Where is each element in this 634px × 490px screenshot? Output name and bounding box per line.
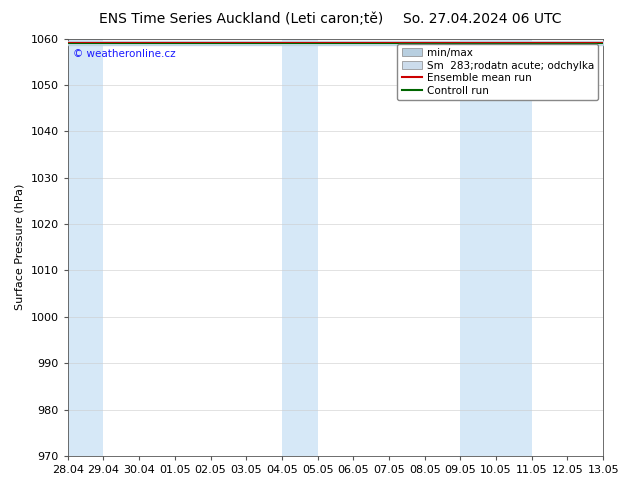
Bar xyxy=(282,39,318,456)
Bar xyxy=(68,39,103,456)
Legend: min/max, Sm  283;rodatn acute; odchylka, Ensemble mean run, Controll run: min/max, Sm 283;rodatn acute; odchylka, … xyxy=(398,44,598,100)
Text: So. 27.04.2024 06 UTC: So. 27.04.2024 06 UTC xyxy=(403,12,561,26)
Bar xyxy=(460,39,532,456)
Text: © weatheronline.cz: © weatheronline.cz xyxy=(73,49,176,59)
Y-axis label: Surface Pressure (hPa): Surface Pressure (hPa) xyxy=(15,184,25,311)
Text: ENS Time Series Auckland (Leti caron;tě): ENS Time Series Auckland (Leti caron;tě) xyxy=(99,12,383,26)
